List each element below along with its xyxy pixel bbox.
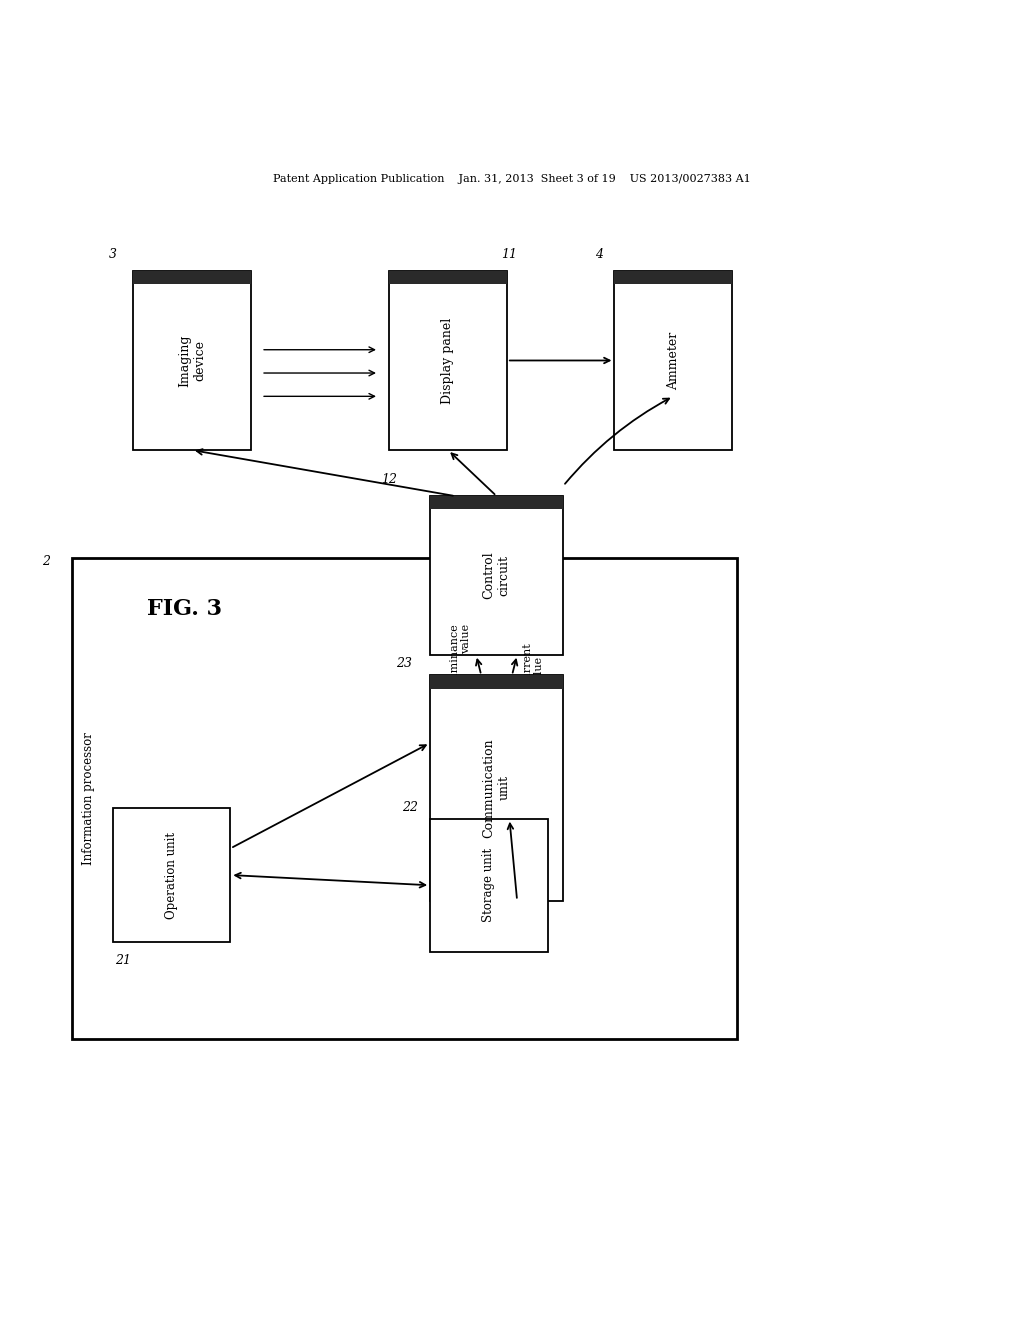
Text: Ammeter: Ammeter — [667, 331, 680, 389]
Text: Current
value: Current value — [522, 643, 544, 688]
Bar — [430, 676, 563, 900]
Bar — [133, 271, 251, 284]
Text: 3: 3 — [109, 248, 117, 260]
Text: Control
circuit: Control circuit — [482, 552, 511, 599]
Text: Information processor: Information processor — [82, 731, 95, 865]
Text: 22: 22 — [401, 801, 418, 813]
Bar — [430, 496, 563, 510]
Text: Display panel: Display panel — [441, 317, 455, 404]
Bar — [430, 496, 563, 655]
Text: 21: 21 — [115, 954, 131, 968]
Text: Patent Application Publication    Jan. 31, 2013  Sheet 3 of 19    US 2013/002738: Patent Application Publication Jan. 31, … — [273, 174, 751, 183]
Bar — [614, 271, 732, 450]
Text: 12: 12 — [381, 473, 397, 486]
Text: 23: 23 — [396, 657, 413, 671]
Text: Luminance
value: Luminance value — [450, 623, 471, 686]
Bar — [113, 808, 230, 941]
Text: 2: 2 — [42, 554, 50, 568]
Text: Communication
unit: Communication unit — [482, 738, 511, 838]
Bar — [430, 676, 563, 689]
Text: 4: 4 — [595, 248, 603, 260]
Text: Storage unit: Storage unit — [482, 849, 496, 923]
Bar — [133, 271, 251, 450]
Text: Imaging
device: Imaging device — [178, 334, 206, 387]
Bar — [389, 271, 507, 284]
Text: FIG. 3: FIG. 3 — [146, 598, 222, 620]
Text: Operation unit: Operation unit — [165, 832, 178, 919]
Text: 11: 11 — [502, 248, 517, 260]
Bar — [389, 271, 507, 450]
Bar — [430, 818, 548, 952]
Bar — [72, 557, 737, 1039]
Bar — [614, 271, 732, 284]
